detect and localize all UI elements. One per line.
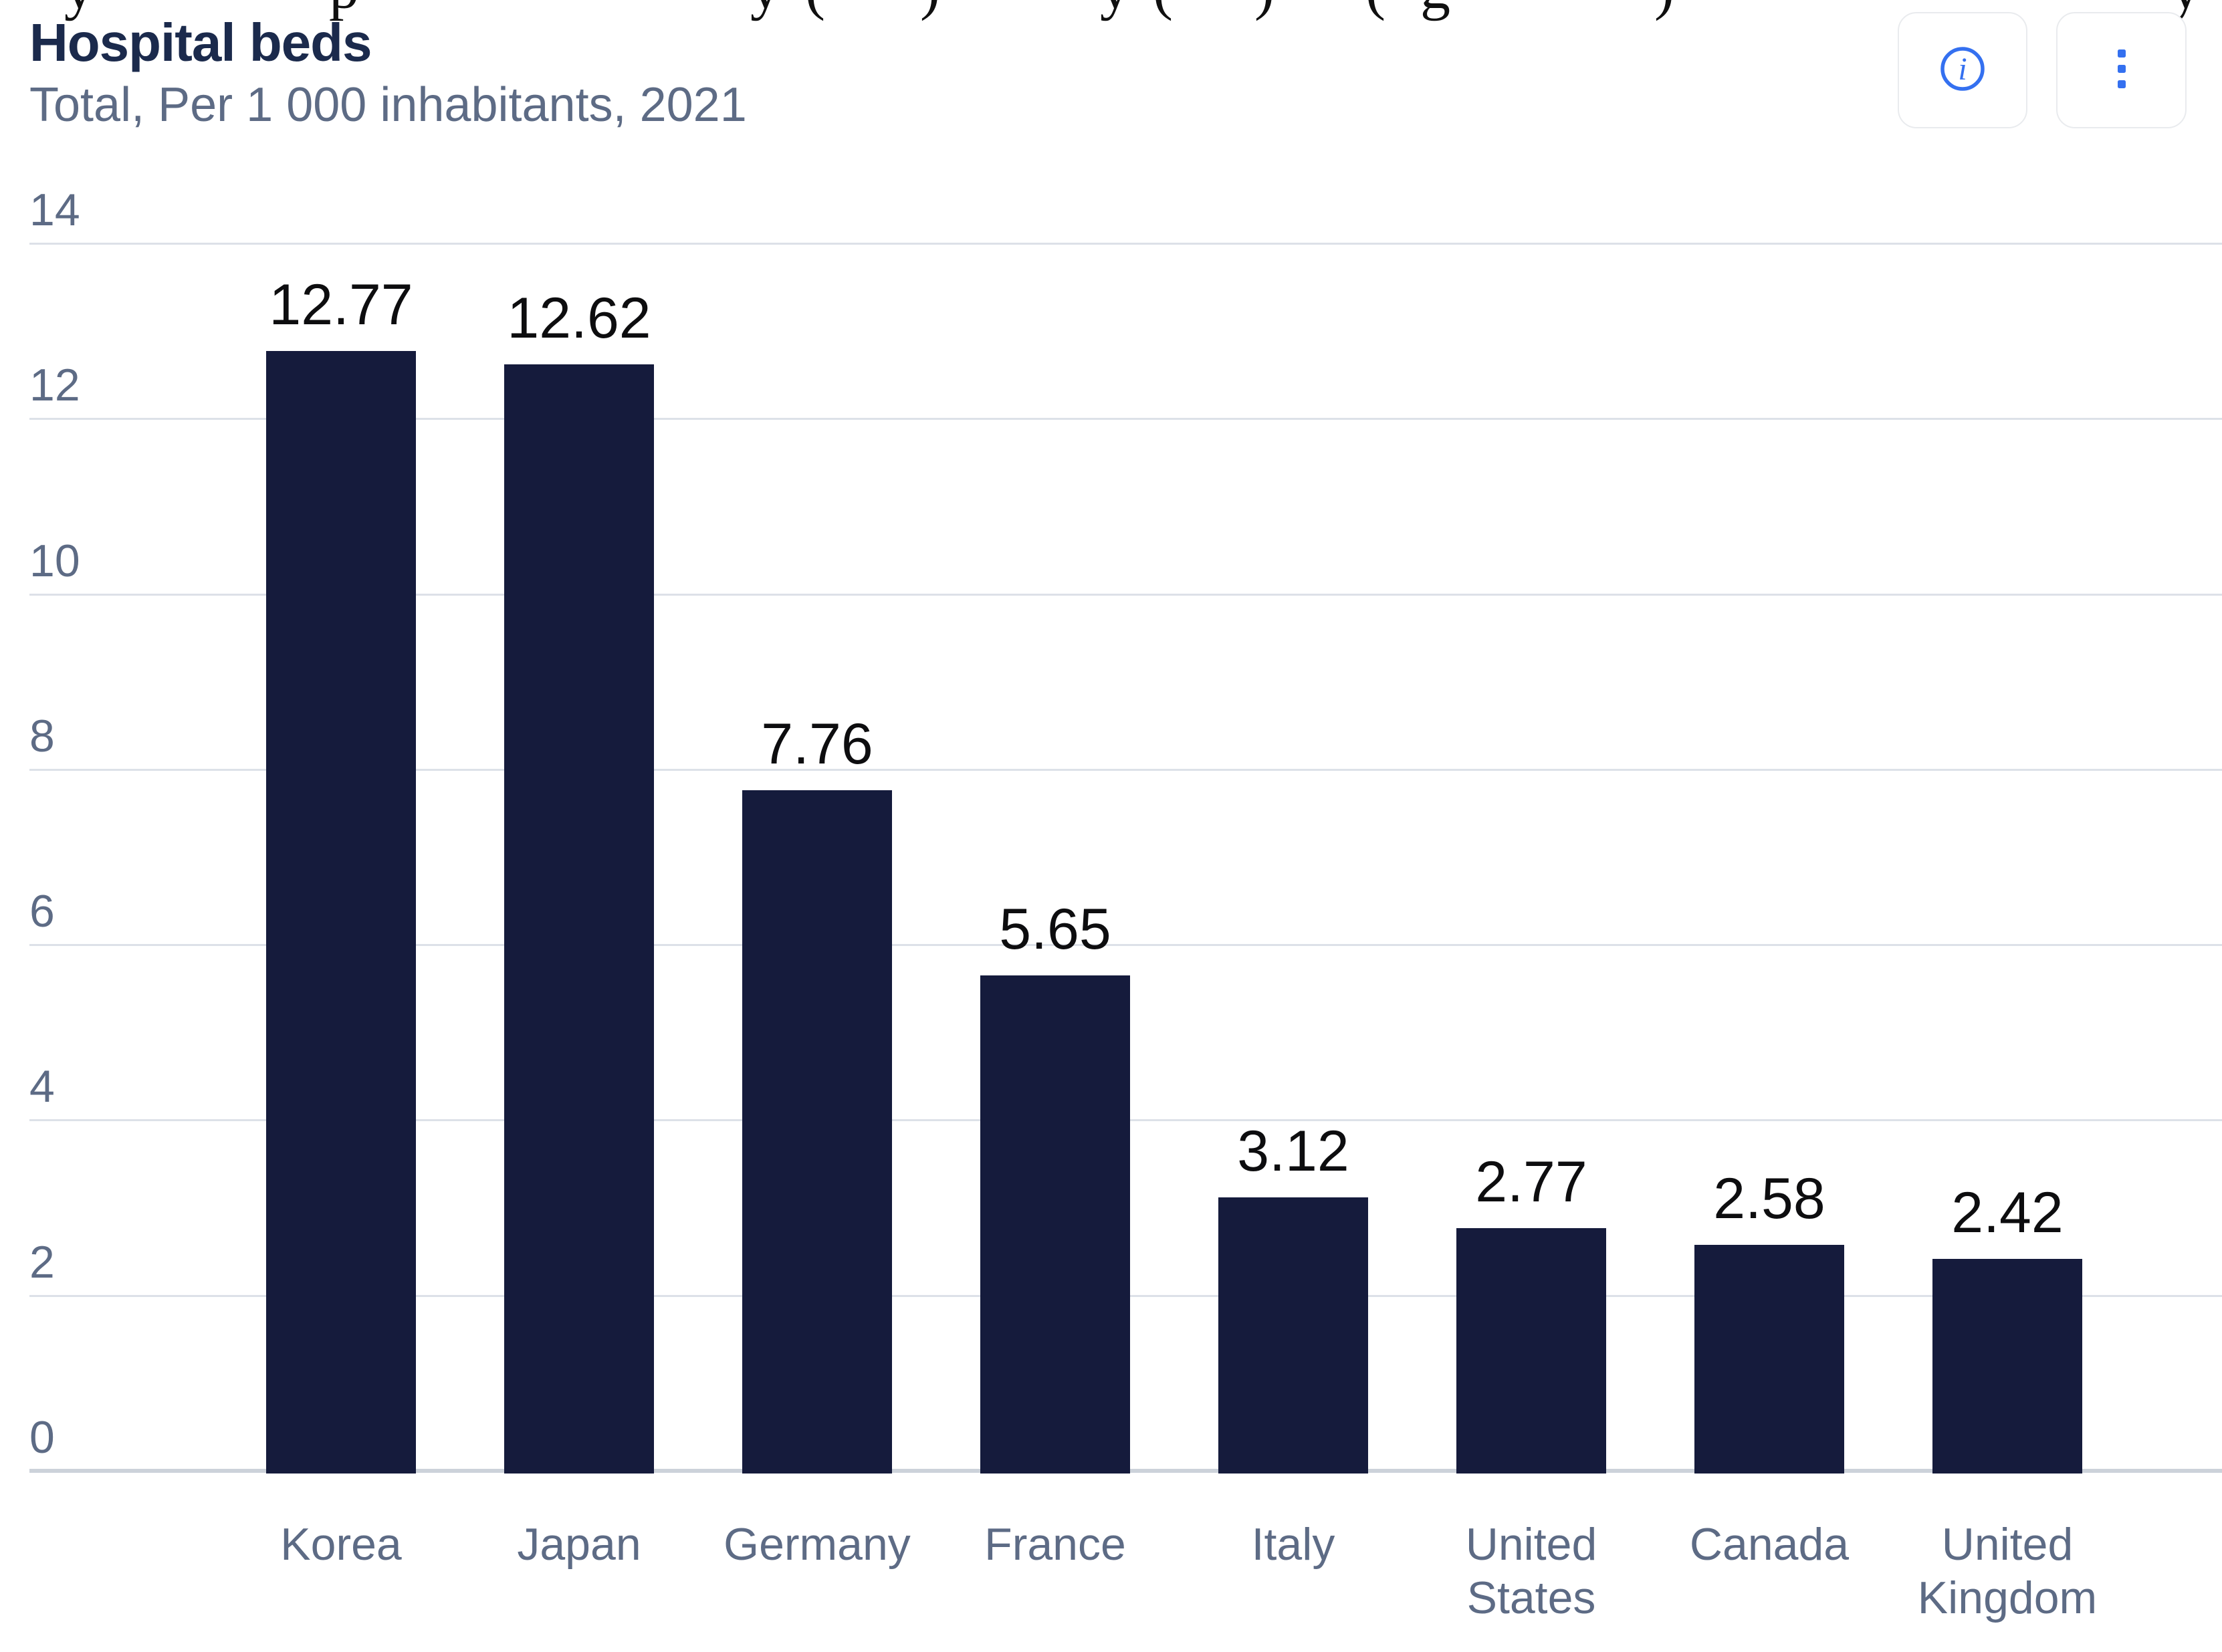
- cropped-glyph-fragment: (: [1153, 0, 1173, 19]
- menu-button[interactable]: [2056, 12, 2187, 128]
- x-axis-tick-label: Germany: [724, 1519, 911, 1570]
- grid-line: [29, 418, 2222, 421]
- bar-canada[interactable]: [1694, 1244, 1844, 1473]
- x-axis-tick-label: Korea: [280, 1519, 402, 1570]
- x-axis-tick-label: France: [984, 1519, 1126, 1570]
- bar-united-kingdom[interactable]: [1932, 1258, 2082, 1473]
- chart-title: Hospital beds: [29, 13, 372, 72]
- grid-line: [29, 243, 2222, 245]
- y-axis-tick-label: 10: [29, 535, 80, 586]
- bar-united-states[interactable]: [1456, 1227, 1606, 1473]
- cropped-glyph-fragment: y: [1100, 0, 1130, 19]
- cropped-glyph-fragment: ): [1654, 0, 1674, 19]
- y-axis-tick-label: 2: [29, 1236, 55, 1288]
- bar-value-label: 2.58: [1713, 1166, 1825, 1231]
- bar-italy[interactable]: [1218, 1197, 1368, 1473]
- cropped-glyph-fragment: (: [1365, 0, 1385, 19]
- y-axis-tick-label: 6: [29, 886, 55, 937]
- x-axis-tick-label: Canada: [1689, 1519, 1850, 1570]
- y-axis-tick-label: 12: [29, 360, 80, 411]
- y-axis-tick-label: 8: [29, 710, 55, 761]
- x-axis-tick-label: United Kingdom: [1917, 1519, 2098, 1624]
- svg-text:i: i: [1958, 51, 1967, 87]
- cropped-glyph-fragment: ): [1254, 0, 1274, 19]
- circle-info-icon: i: [1937, 43, 1988, 98]
- bar-value-label: 7.76: [761, 712, 873, 777]
- bar-value-label: 3.12: [1237, 1118, 1349, 1183]
- info-button[interactable]: i: [1898, 12, 2027, 128]
- bar-value-label: 5.65: [999, 897, 1111, 962]
- cropped-glyph-fragment: y: [750, 0, 780, 19]
- bar-france[interactable]: [980, 975, 1130, 1473]
- cropped-text-line: ypy()y()(g)y: [0, 0, 2222, 25]
- cropped-glyph-fragment: (: [805, 0, 825, 19]
- y-axis-tick-label: 4: [29, 1061, 55, 1112]
- bar-japan[interactable]: [504, 364, 654, 1473]
- x-axis-tick-label: Japan: [517, 1519, 641, 1570]
- grid-line: [29, 768, 2222, 771]
- x-axis-tick-label: Italy: [1251, 1519, 1335, 1570]
- grid-line: [29, 944, 2222, 947]
- bar-value-label: 2.42: [1951, 1180, 2064, 1245]
- x-axis-tick-label: United States: [1465, 1519, 1597, 1624]
- kebab-menu-icon: [2098, 45, 2146, 96]
- cropped-glyph-fragment: y: [64, 0, 94, 19]
- grid-line: [29, 593, 2222, 596]
- bar-germany[interactable]: [742, 790, 892, 1473]
- y-axis-tick-label: 14: [29, 185, 80, 236]
- y-axis-tick-label: 0: [29, 1412, 55, 1463]
- bar-value-label: 2.77: [1475, 1149, 1587, 1214]
- bar-value-label: 12.62: [507, 286, 651, 350]
- bar-value-label: 12.77: [269, 273, 413, 338]
- cropped-glyph-fragment: p: [329, 0, 359, 19]
- cropped-glyph-fragment: g: [1420, 0, 1450, 19]
- chart-subtitle: Total, Per 1 000 inhabitants, 2021: [29, 78, 747, 132]
- cropped-glyph-fragment: ): [920, 0, 940, 19]
- bar-korea[interactable]: [266, 351, 416, 1473]
